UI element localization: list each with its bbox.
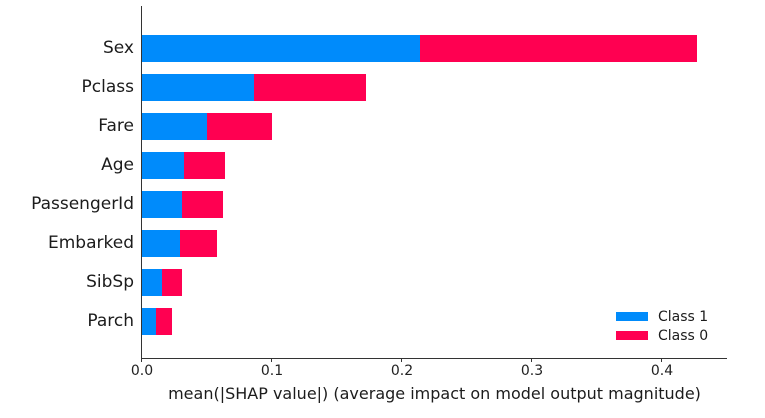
bar-segment-class0 xyxy=(182,190,223,218)
bar-segment-class1 xyxy=(142,307,157,335)
bar-row-parch xyxy=(142,307,172,335)
y-tick-label-parch: Parch xyxy=(87,311,134,331)
x-tick-mark xyxy=(661,358,662,362)
y-tick-label-passengerid: PassengerId xyxy=(31,194,134,214)
bar-segment-class1 xyxy=(142,112,207,140)
bar-row-sibsp xyxy=(142,268,183,296)
bar-segment-class0 xyxy=(156,307,172,335)
y-tick-label-fare: Fare xyxy=(98,116,134,136)
bar-row-age xyxy=(142,151,226,179)
y-tick-label-embarked: Embarked xyxy=(48,233,134,253)
bar-segment-class0 xyxy=(420,34,698,62)
bar-segment-class0 xyxy=(253,73,366,101)
x-tick-mark xyxy=(401,358,402,362)
bar-row-sex xyxy=(142,34,698,62)
x-tick-mark xyxy=(531,358,532,362)
bar-segment-class1 xyxy=(142,151,184,179)
y-tick-label-sex: Sex xyxy=(102,38,134,58)
legend-item-class1: Class 1 xyxy=(616,307,708,326)
x-tick-label: 0.4 xyxy=(650,363,674,379)
bar-segment-class0 xyxy=(162,268,183,296)
legend: Class 1 Class 0 xyxy=(616,307,708,345)
bar-segment-class1 xyxy=(142,268,163,296)
class1-color-swatch xyxy=(616,312,648,321)
plot-area xyxy=(141,6,727,362)
bar-segment-class1 xyxy=(142,229,180,257)
class0-color-swatch xyxy=(616,331,648,340)
x-tick-label: 0.1 xyxy=(260,363,284,379)
bar-row-pclass xyxy=(142,73,366,101)
bar-row-fare xyxy=(142,112,272,140)
bar-segment-class1 xyxy=(142,73,254,101)
x-axis-label: mean(|SHAP value|) (average impact on mo… xyxy=(168,384,701,403)
bar-segment-class1 xyxy=(142,34,421,62)
bar-segment-class0 xyxy=(183,151,226,179)
bar-row-passengerid xyxy=(142,190,223,218)
x-tick-label: 0.0 xyxy=(130,363,154,379)
y-tick-label-age: Age xyxy=(101,155,134,175)
x-tick-mark xyxy=(141,358,142,362)
y-tick-label-sibsp: SibSp xyxy=(86,272,134,292)
legend-label-class0: Class 0 xyxy=(658,327,709,344)
y-tick-label-pclass: Pclass xyxy=(81,77,134,97)
bar-row-embarked xyxy=(142,229,218,257)
legend-item-class0: Class 0 xyxy=(616,326,708,345)
x-tick-label: 0.3 xyxy=(520,363,544,379)
bar-segment-class0 xyxy=(207,112,272,140)
bar-segment-class1 xyxy=(142,190,183,218)
legend-label-class1: Class 1 xyxy=(658,308,709,325)
bar-segment-class0 xyxy=(179,229,218,257)
x-tick-label: 0.2 xyxy=(390,363,414,379)
x-tick-mark xyxy=(271,358,272,362)
